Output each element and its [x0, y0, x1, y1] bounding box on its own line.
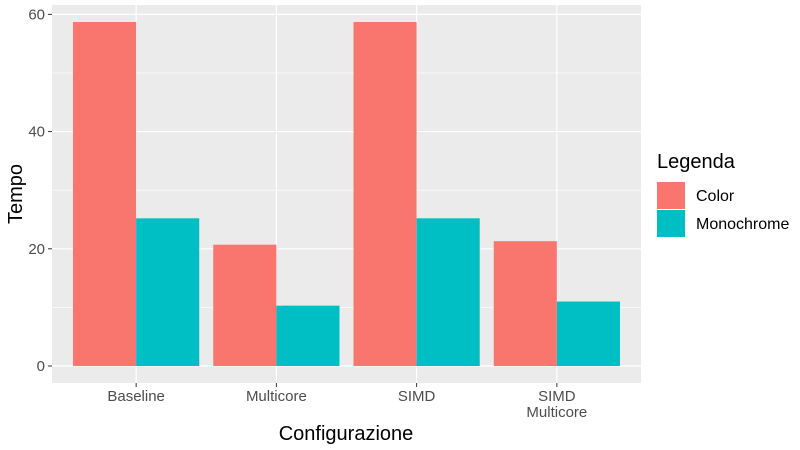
- x-tick-label-line: Baseline: [107, 388, 165, 405]
- x-axis: Baseline Multicore SIMD SIMD Multicore: [107, 383, 587, 421]
- bar-color-0: [73, 21, 137, 367]
- x-axis-title: Configurazione: [279, 423, 414, 445]
- y-tick-label: 0: [37, 358, 45, 375]
- bar-monochrome-1: [276, 305, 340, 367]
- y-axis-title: Tempo: [5, 164, 27, 224]
- bar-monochrome-2: [416, 218, 480, 367]
- x-tick-label-line: Multicore: [526, 404, 587, 421]
- x-tick-label-line: Multicore: [246, 388, 307, 405]
- x-tick-label: SIMD: [398, 388, 436, 405]
- bars: [73, 21, 620, 367]
- bar-color-1: [213, 244, 277, 367]
- x-tick-label-line: SIMD: [398, 388, 436, 405]
- y-tick-label: 20: [28, 241, 45, 258]
- legend-key-color: [657, 182, 685, 209]
- bar-monochrome-0: [136, 218, 200, 367]
- legend: Legenda Color Monochrome: [657, 151, 789, 237]
- x-tick-label: Baseline: [107, 388, 165, 405]
- y-tick-label: 40: [28, 124, 45, 141]
- legend-label-color: Color: [696, 188, 735, 205]
- bar-color-2: [353, 21, 417, 367]
- legend-title: Legenda: [657, 151, 736, 173]
- x-tick-label-line: SIMD: [538, 388, 576, 405]
- x-tick-label: Multicore: [246, 388, 307, 405]
- bar-monochrome-3: [556, 301, 620, 367]
- bar-color-3: [493, 241, 557, 367]
- legend-key-monochrome: [657, 210, 685, 237]
- x-tick-label: SIMD Multicore: [526, 388, 587, 421]
- y-axis: 0 20 40 60: [28, 6, 52, 375]
- y-tick-label: 60: [28, 6, 45, 23]
- legend-label-monochrome: Monochrome: [696, 216, 789, 233]
